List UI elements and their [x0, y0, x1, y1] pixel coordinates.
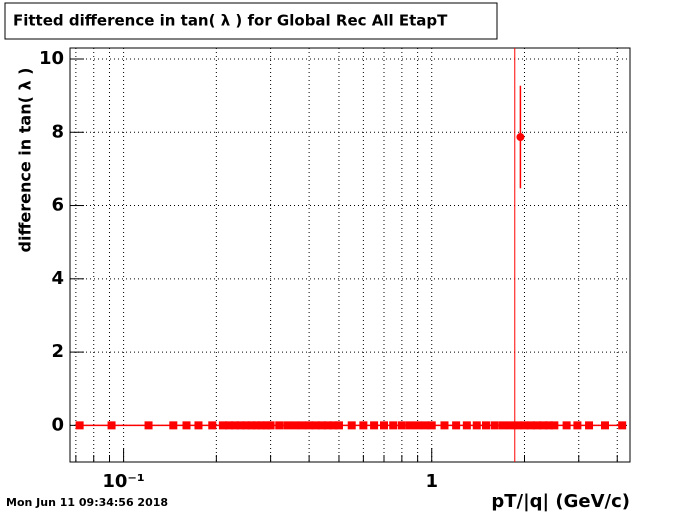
data-point: [144, 421, 153, 430]
data-point: [490, 421, 499, 430]
outlier-point: [516, 133, 525, 142]
data-point: [275, 421, 284, 430]
data-point: [481, 421, 490, 430]
data-point: [544, 421, 553, 430]
data-point: [291, 421, 300, 430]
data-point: [405, 421, 414, 430]
data-point: [527, 421, 536, 430]
y-tick-label: 2: [51, 341, 64, 362]
data-point: [420, 421, 429, 430]
data-point: [550, 421, 559, 430]
data-point: [347, 421, 356, 430]
data-point: [539, 421, 548, 430]
data-point: [562, 421, 571, 430]
data-point: [506, 421, 515, 430]
data-point: [397, 421, 406, 430]
timestamp: Mon Jun 11 09:34:56 2018: [6, 496, 168, 509]
data-point: [618, 421, 627, 430]
y-tick-label: 0: [51, 414, 64, 435]
data-point: [520, 421, 529, 430]
data-point: [472, 421, 481, 430]
data-point: [311, 421, 320, 430]
plot-frame: [69, 47, 631, 463]
data-point: [513, 421, 522, 430]
data-point: [247, 421, 256, 430]
data-point: [370, 421, 379, 430]
data-point: [75, 421, 84, 430]
data-point: [389, 421, 398, 430]
y-tick-label: 4: [51, 268, 64, 289]
data-point: [317, 421, 326, 430]
data-point: [107, 421, 116, 430]
data-point: [329, 421, 338, 430]
data-point: [323, 421, 332, 430]
y-tick-label: 8: [51, 121, 64, 142]
chart-title: Fitted difference in tan( λ ) for Global…: [13, 12, 448, 30]
title-box: [4, 2, 498, 40]
data-point: [379, 421, 388, 430]
data-point: [283, 421, 292, 430]
y-axis-label: difference in tan( λ ): [16, 68, 35, 253]
data-point: [194, 421, 203, 430]
data-point: [182, 421, 191, 430]
x-tick-label: 10⁻¹: [102, 471, 144, 492]
data-point: [600, 421, 609, 430]
data-point: [305, 421, 314, 430]
data-point: [298, 421, 307, 430]
data-point: [236, 421, 245, 430]
data-point: [169, 421, 178, 430]
data-point: [462, 421, 471, 430]
data-point: [585, 421, 594, 430]
x-tick-label: 1: [425, 471, 438, 492]
data-point: [427, 421, 436, 430]
data-point: [208, 421, 217, 430]
data-point: [452, 421, 461, 430]
data-point: [334, 421, 343, 430]
data-point: [266, 421, 275, 430]
data-point: [440, 421, 449, 430]
data-point: [413, 421, 422, 430]
x-axis-label: pT/|q| (GeV/c): [491, 491, 630, 512]
data-point: [359, 421, 368, 430]
y-tick-label: 10: [39, 48, 64, 69]
data-point: [262, 421, 271, 430]
data-point: [242, 421, 251, 430]
data-point: [257, 421, 266, 430]
data-point: [218, 421, 227, 430]
data-point: [252, 421, 261, 430]
data-point: [225, 421, 234, 430]
data-point: [498, 421, 507, 430]
data-point: [533, 421, 542, 430]
data-point: [573, 421, 582, 430]
y-tick-label: 6: [51, 195, 64, 216]
data-point: [231, 421, 240, 430]
